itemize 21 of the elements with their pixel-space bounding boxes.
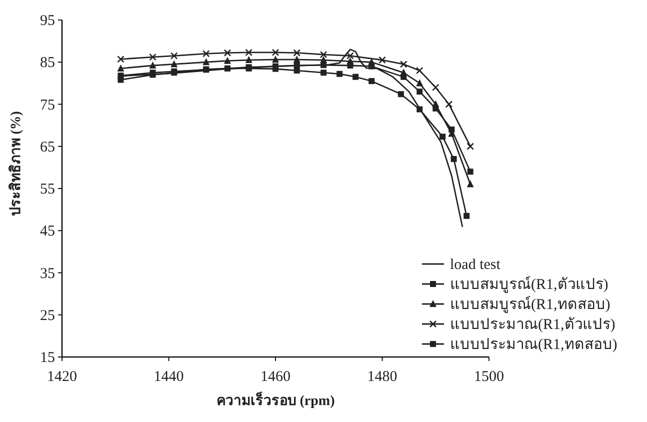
x-tick-label: 1480 <box>367 369 398 385</box>
legend-label: แบบประมาณ(R1,ทดสอบ) <box>450 337 618 353</box>
y-tick-label: 25 <box>40 308 55 324</box>
y-tick-label: 15 <box>40 350 55 366</box>
legend-label: แบบสมบูรณ์(R1,ตัวแปร) <box>450 276 608 293</box>
legend-label: แบบสมบูรณ์(R1,ทดสอบ) <box>450 296 610 313</box>
y-tick-label: 35 <box>40 266 55 282</box>
y-tick-label: 55 <box>40 182 55 198</box>
y-tick-label: 75 <box>40 97 55 114</box>
y-tick-label: 95 <box>40 13 55 29</box>
x-tick-label: 1460 <box>260 369 290 385</box>
y-tick-label: 45 <box>40 224 55 240</box>
x-tick-label: 1500 <box>474 369 504 385</box>
x-tick-label: 1420 <box>47 369 77 385</box>
x-axis-title: ความเร็วรอบ (rpm) <box>216 391 336 409</box>
y-tick-label: 85 <box>40 55 55 72</box>
y-axis-title: ประสิทธิภาพ (%) <box>8 110 24 216</box>
x-tick-label: 1440 <box>154 369 184 385</box>
legend-label: load test <box>450 257 502 273</box>
legend-label: แบบประมาณ(R1,ตัวแปร) <box>450 317 616 333</box>
y-tick-label: 65 <box>40 139 55 156</box>
